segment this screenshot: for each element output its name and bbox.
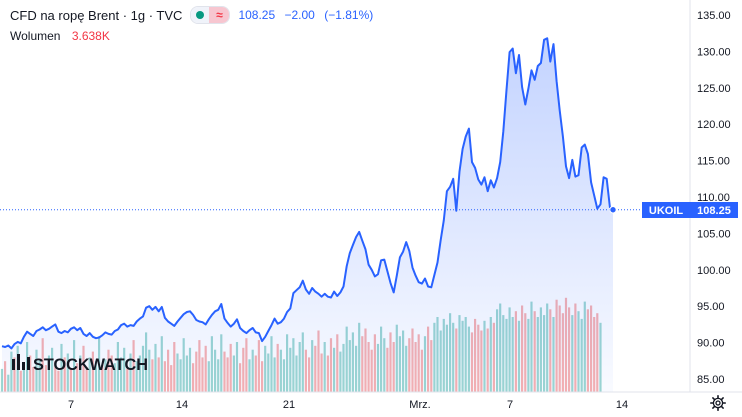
price-tick-label: 100.00 <box>697 265 731 277</box>
market-open-icon <box>191 7 210 23</box>
last-price: 108.25 <box>238 8 276 22</box>
price-change: −2.00 <box>284 8 315 22</box>
price-tick-label: 105.00 <box>697 228 731 240</box>
time-tick-label: 21 <box>283 399 295 411</box>
price-tick-label: 85.00 <box>697 374 725 386</box>
watermark: STOCKWATCH <box>12 354 148 374</box>
time-axis[interactable]: 7 14 21 Mrz. 7 14 <box>68 399 628 411</box>
volume-bar <box>0 368 4 392</box>
time-tick-label: 7 <box>68 399 74 411</box>
price-line <box>1 37 614 350</box>
volume-legend: Wolumen 3.638K <box>10 29 110 43</box>
time-tick-label: 14 <box>616 399 628 411</box>
price-tick-label: 120.00 <box>697 119 731 131</box>
price-tick-label: 110.00 <box>697 192 730 204</box>
gear-icon[interactable] <box>710 395 726 411</box>
chart-header: CFD na ropę Brent · 1g · TVC ≈ 108.25 −2… <box>10 6 379 24</box>
volume-value: 3.638K <box>71 29 110 43</box>
time-tick-label: 14 <box>176 399 188 411</box>
price-tick-label: 115.00 <box>697 156 730 168</box>
market-status-pill[interactable]: ≈ <box>190 6 231 24</box>
last-price-dot <box>609 206 617 214</box>
delayed-data-icon: ≈ <box>209 7 230 23</box>
price-change-percent: (−1.81%) <box>324 8 374 22</box>
price-label-symbol-bg <box>642 202 690 218</box>
price-tick-label: 130.00 <box>697 46 731 58</box>
price-tick-label: 90.00 <box>697 338 725 350</box>
price-axis[interactable]: 85.00 90.00 95.00 100.00 105.00 110.00 115.00 1… <box>697 10 731 386</box>
price-tick-label: 135.00 <box>697 10 731 22</box>
watermark-bars-icon <box>12 354 30 370</box>
price-area <box>2 38 613 393</box>
quote-values: 108.25 −2.00 (−1.81%) <box>238 8 379 22</box>
price-label-value-bg <box>690 202 738 218</box>
price-label: UKOIL 108.25 <box>642 202 738 218</box>
watermark-text: STOCKWATCH <box>33 355 148 374</box>
volume-label[interactable]: Wolumen <box>10 29 61 43</box>
price-label-symbol: UKOIL <box>649 205 684 217</box>
price-tick-label: 125.00 <box>697 83 731 95</box>
price-tick-label: 95.00 <box>697 301 725 313</box>
symbol-title[interactable]: CFD na ropę Brent · 1g · TVC <box>10 7 183 23</box>
time-tick-label: Mrz. <box>409 399 430 411</box>
time-tick-label: 7 <box>507 399 513 411</box>
price-label-value: 108.25 <box>697 205 731 217</box>
